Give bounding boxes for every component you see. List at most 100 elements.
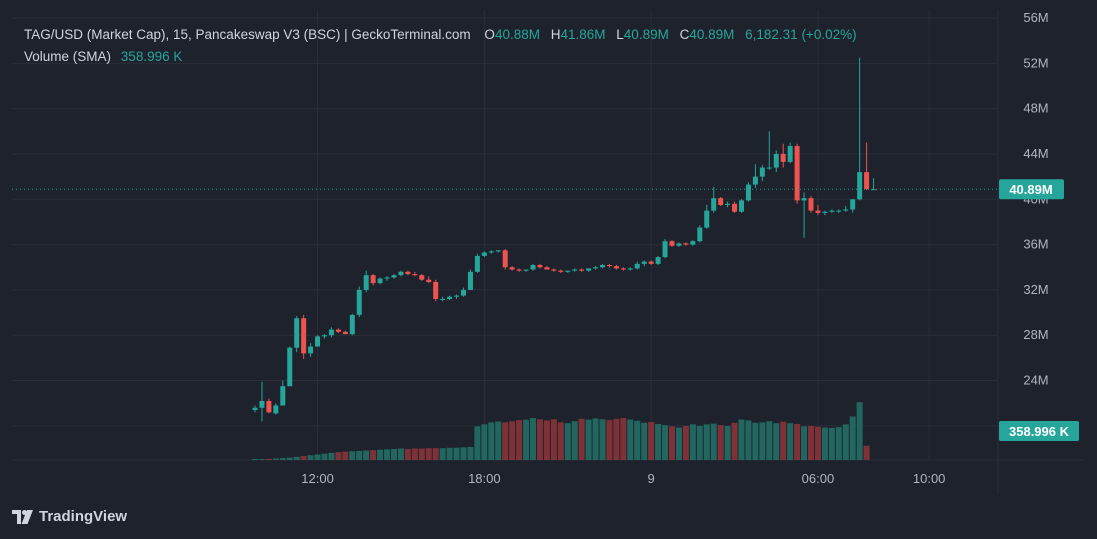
y-tick-label: 52M xyxy=(1023,55,1048,70)
volume-bar xyxy=(759,422,766,460)
candle-body xyxy=(843,209,849,211)
candle-body xyxy=(363,275,369,290)
high-value: 41.86M xyxy=(560,27,606,42)
volume-badge-text: 358.996 K xyxy=(1009,424,1070,439)
candle-body xyxy=(328,329,334,336)
volume-bar xyxy=(474,426,481,460)
volume-bar xyxy=(773,423,780,460)
candle-body xyxy=(495,250,501,252)
symbol-title[interactable]: TAG/USD (Market Cap), 15, Pancakeswap V3… xyxy=(24,27,471,42)
candle-body xyxy=(342,331,348,335)
volume-bar xyxy=(523,419,530,460)
volume-bar xyxy=(286,457,293,460)
candle-body xyxy=(815,210,821,213)
axis-badges: 40.89M 358.996 K xyxy=(999,179,1079,441)
volume-bar xyxy=(641,422,648,460)
volume-bar xyxy=(550,419,557,460)
candle-body xyxy=(335,329,341,332)
volume-bar xyxy=(516,420,523,460)
change-value: 6,182.31 (+0.02%) xyxy=(745,27,857,42)
x-tick-label: 18:00 xyxy=(468,471,501,486)
candle-body xyxy=(864,172,870,190)
candle-body xyxy=(398,271,404,276)
volume-bar xyxy=(794,423,801,460)
volume-label[interactable]: Volume (SMA) xyxy=(24,49,112,64)
candle-body xyxy=(551,269,557,271)
candle-body xyxy=(579,269,585,271)
candle-body xyxy=(627,268,633,270)
volume-bar xyxy=(766,421,773,460)
candle-body xyxy=(544,267,550,270)
low-label: L xyxy=(616,27,624,42)
y-tick-label: 48M xyxy=(1023,101,1048,116)
candle-body xyxy=(252,407,258,411)
volume-bar xyxy=(425,448,432,460)
candle-body xyxy=(537,264,543,268)
candle-body xyxy=(426,279,432,282)
volume-bar xyxy=(404,448,411,460)
volume-bar xyxy=(689,424,696,460)
candle-body xyxy=(461,289,466,296)
candle-body xyxy=(829,210,835,212)
open-value: 40.88M xyxy=(494,27,540,42)
x-tick-label: 10:00 xyxy=(913,471,946,486)
volume-bar xyxy=(432,448,439,460)
y-tick-label: 24M xyxy=(1023,373,1048,388)
candle-body xyxy=(871,189,877,191)
candle-body xyxy=(822,211,828,213)
volume-bar xyxy=(300,456,307,460)
y-tick-label: 44M xyxy=(1023,146,1048,161)
volume-bar xyxy=(613,418,620,460)
volume-bar xyxy=(446,447,453,460)
volume-bar xyxy=(703,424,710,460)
volume-bar xyxy=(856,402,863,460)
candle-body xyxy=(732,203,738,212)
volume-bar xyxy=(335,452,342,460)
candle-body xyxy=(370,275,376,284)
candle-body xyxy=(558,270,564,272)
candle-body xyxy=(516,269,522,271)
volume-bar xyxy=(293,456,300,460)
y-tick-label: 32M xyxy=(1023,282,1048,297)
candle-body xyxy=(801,198,807,201)
volume-bar xyxy=(724,425,731,460)
volume-bar xyxy=(502,422,509,460)
volume-bar xyxy=(662,425,669,460)
last-price-badge-text: 40.89M xyxy=(1009,182,1052,197)
candle-body xyxy=(523,269,529,271)
candle-body xyxy=(593,267,599,269)
volume-bar xyxy=(314,454,321,460)
candle-body xyxy=(787,146,793,162)
candle-body xyxy=(349,314,355,335)
candle-body xyxy=(606,264,612,267)
volume-bar xyxy=(787,423,794,460)
volume-bar xyxy=(363,450,370,460)
volume-bar xyxy=(835,427,842,460)
x-tick-label: 06:00 xyxy=(802,471,835,486)
volume-bar xyxy=(655,423,662,460)
candle-body xyxy=(655,257,661,264)
candle-body xyxy=(488,251,494,253)
volume-bar xyxy=(397,448,404,460)
volume-bar xyxy=(370,450,377,460)
tradingview-name: TradingView xyxy=(39,508,128,525)
candle-body xyxy=(454,295,460,297)
volume-bar xyxy=(356,450,363,460)
time-axis[interactable]: 12:00 18:00 9 06:00 10:00 xyxy=(301,471,945,486)
y-tick-label: 28M xyxy=(1023,327,1048,342)
candle-body xyxy=(745,184,751,201)
candle-body xyxy=(634,263,640,269)
candle-body xyxy=(683,243,689,245)
tradingview-logo[interactable]: TradingView xyxy=(12,508,127,525)
close-label: C xyxy=(679,27,690,42)
volume-bar xyxy=(849,416,856,460)
candle-body xyxy=(287,347,293,387)
volume-bar xyxy=(842,424,849,460)
volume-bar xyxy=(321,453,328,460)
candle-body xyxy=(433,281,439,299)
candle-body xyxy=(759,167,765,177)
candle-body xyxy=(315,336,321,347)
candle-body xyxy=(739,200,744,212)
volume-bar xyxy=(731,422,738,460)
